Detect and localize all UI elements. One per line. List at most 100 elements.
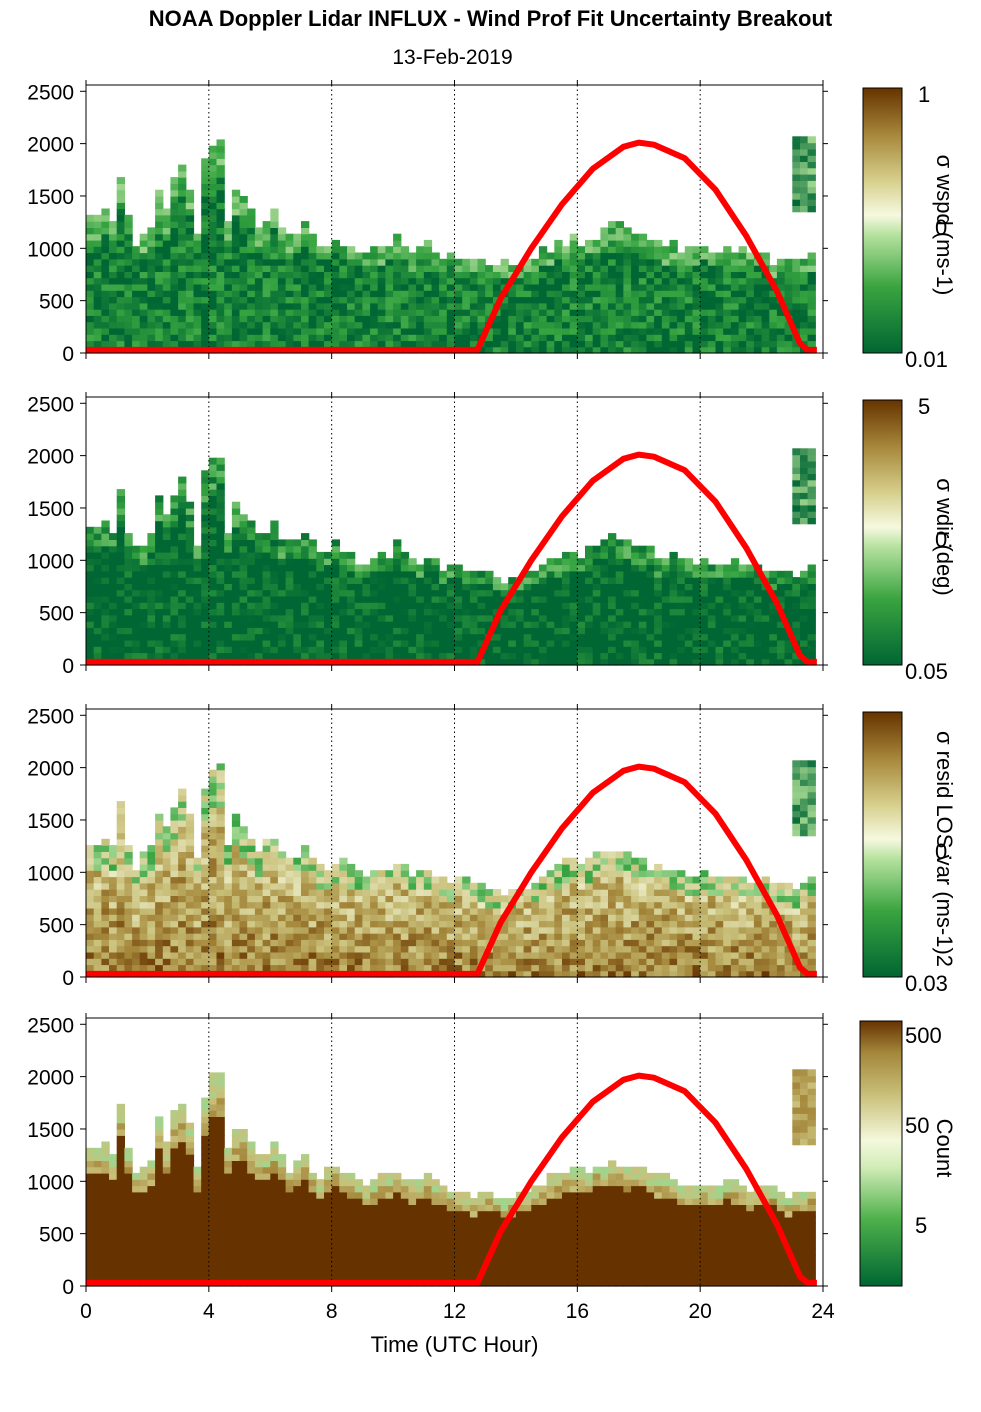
- heatmap-cell: [201, 470, 210, 478]
- heatmap-cell: [631, 283, 640, 291]
- heatmap-cell: [339, 595, 348, 603]
- heatmap-cell: [354, 271, 363, 279]
- heatmap-cell: [562, 346, 571, 354]
- heatmap-cell: [661, 346, 671, 354]
- heatmap-cell: [285, 583, 294, 591]
- heatmap-cell: [562, 658, 571, 666]
- heatmap-cell: [439, 327, 448, 335]
- heatmap-cell: [201, 920, 210, 928]
- heatmap-cell: [784, 589, 793, 597]
- heatmap-cell: [623, 658, 632, 666]
- heatmap-cell: [277, 907, 287, 915]
- heatmap-cell: [554, 277, 563, 285]
- heatmap-cell: [753, 577, 763, 584]
- heatmap-cell: [86, 926, 95, 934]
- heatmap-cell: [654, 608, 663, 616]
- heatmap-cell: [715, 346, 724, 354]
- heatmap-cell: [285, 633, 294, 641]
- heatmap-cell: [577, 564, 586, 572]
- heatmap-cell: [254, 945, 264, 953]
- heatmap-cell: [631, 633, 640, 641]
- heatmap-cell: [132, 595, 141, 603]
- heatmap-cell: [370, 577, 379, 584]
- heatmap-cell: [623, 633, 632, 641]
- heatmap-cell: [669, 290, 678, 298]
- heatmap-cell: [769, 302, 778, 310]
- heatmap-cell: [231, 564, 241, 572]
- colorbar-tick-label: 1: [918, 82, 930, 107]
- heatmap-cell: [431, 265, 440, 272]
- heatmap-cell: [723, 302, 732, 310]
- heatmap-cell: [155, 208, 164, 216]
- heatmap-cell: [400, 889, 410, 896]
- heatmap-resid: [86, 760, 816, 978]
- heatmap-cell: [500, 583, 509, 591]
- heatmap-cell: [669, 239, 678, 247]
- heatmap-cell: [170, 832, 179, 840]
- heatmap-cell: [239, 895, 248, 903]
- heatmap-cell: [800, 448, 809, 456]
- heatmap-cell: [116, 933, 125, 940]
- heatmap-cell: [776, 583, 786, 591]
- heatmap-cell: [293, 564, 302, 572]
- heatmap-cell: [554, 595, 563, 603]
- heatmap-cell: [132, 589, 141, 597]
- heatmap-cell: [116, 495, 125, 503]
- heatmap-cell: [93, 221, 102, 228]
- heatmap-cell: [515, 608, 525, 616]
- heatmap-cell: [454, 265, 463, 272]
- heatmap-cell: [208, 851, 218, 859]
- heatmap-cell: [301, 595, 310, 603]
- heatmap-cell: [370, 595, 379, 603]
- heatmap-cell: [385, 265, 394, 272]
- heatmap-cell: [124, 621, 133, 628]
- heatmap-cell: [101, 933, 110, 940]
- heatmap-cell: [500, 346, 509, 354]
- heatmap-cell: [646, 595, 655, 603]
- heatmap-cell: [477, 608, 486, 616]
- chart-subtitle: 13-Feb-2019: [392, 46, 513, 69]
- heatmap-cell: [270, 621, 279, 628]
- heatmap-cell: [170, 826, 179, 834]
- heatmap-cell: [254, 233, 264, 241]
- heatmap-cell: [546, 309, 555, 316]
- heatmap-cell: [301, 589, 310, 597]
- heatmap-cell: [208, 769, 218, 777]
- heatmap-cell: [301, 309, 310, 316]
- heatmap-cell: [723, 277, 732, 285]
- heatmap-cell: [431, 646, 440, 654]
- heatmap-cell: [515, 639, 525, 647]
- heatmap-cell: [178, 271, 187, 279]
- heatmap-cell: [293, 933, 302, 940]
- heatmap-cell: [446, 646, 456, 654]
- heatmap-cell: [124, 583, 133, 591]
- heatmap-cell: [538, 964, 548, 972]
- heatmap-cell: [347, 309, 356, 316]
- heatmap-cell: [86, 964, 95, 972]
- heatmap-cell: [354, 646, 363, 654]
- heatmap-cell: [692, 633, 701, 641]
- heatmap-cell: [638, 315, 648, 323]
- heatmap-cell: [538, 920, 548, 928]
- heatmap-cell: [324, 277, 333, 285]
- heatmap-cell: [538, 595, 548, 603]
- heatmap-cell: [393, 945, 402, 953]
- heatmap-cell: [753, 621, 763, 628]
- heatmap-cell: [170, 545, 179, 553]
- heatmap-cell: [408, 296, 417, 304]
- heatmap-cell: [423, 602, 433, 610]
- heatmap-cell: [423, 315, 433, 323]
- heatmap-cell: [132, 258, 141, 266]
- heatmap-cell: [216, 533, 225, 540]
- heatmap-cell: [546, 340, 555, 348]
- heatmap-cell: [362, 334, 371, 342]
- heatmap-cell: [469, 265, 479, 272]
- heatmap-cell: [316, 340, 325, 348]
- heatmap-cell: [523, 901, 532, 909]
- heatmap-cell: [700, 627, 709, 635]
- heatmap-cell: [285, 277, 294, 285]
- heatmap-cell: [769, 334, 778, 342]
- heatmap-cell: [354, 945, 363, 953]
- heatmap-cell: [316, 602, 325, 610]
- heatmap-cell: [116, 315, 125, 323]
